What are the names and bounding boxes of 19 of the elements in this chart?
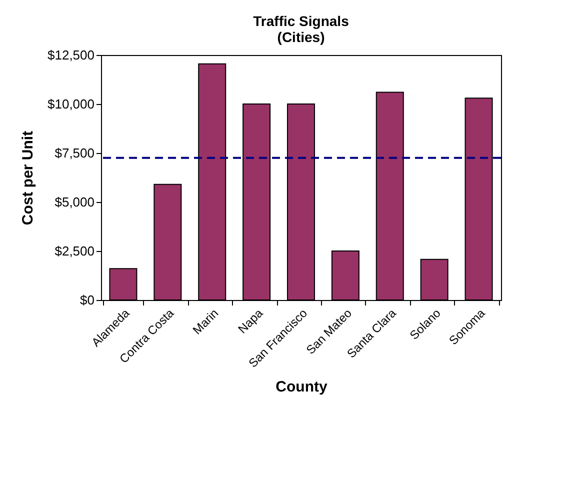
y-tick-label: $5,000	[54, 194, 94, 210]
x-axis-title: County	[276, 378, 328, 396]
text: Traffic Signals	[253, 13, 349, 29]
bar	[287, 104, 315, 300]
bar	[198, 63, 226, 300]
bar	[376, 92, 404, 300]
text: (Cities)	[277, 29, 325, 45]
bar	[242, 104, 271, 300]
bar	[109, 268, 138, 300]
y-tick-label: $0	[80, 292, 94, 308]
y-tick-label: $2,500	[54, 244, 94, 258]
bar	[331, 250, 360, 300]
bar	[420, 258, 448, 300]
y-tick-label: $10,000	[48, 96, 94, 112]
y-tick-label: $12,500	[48, 48, 94, 62]
bar	[464, 98, 493, 300]
bar	[154, 184, 182, 300]
y-tick-label: $7,500	[54, 146, 94, 160]
y-axis-title: Cost per Unit	[20, 130, 37, 226]
